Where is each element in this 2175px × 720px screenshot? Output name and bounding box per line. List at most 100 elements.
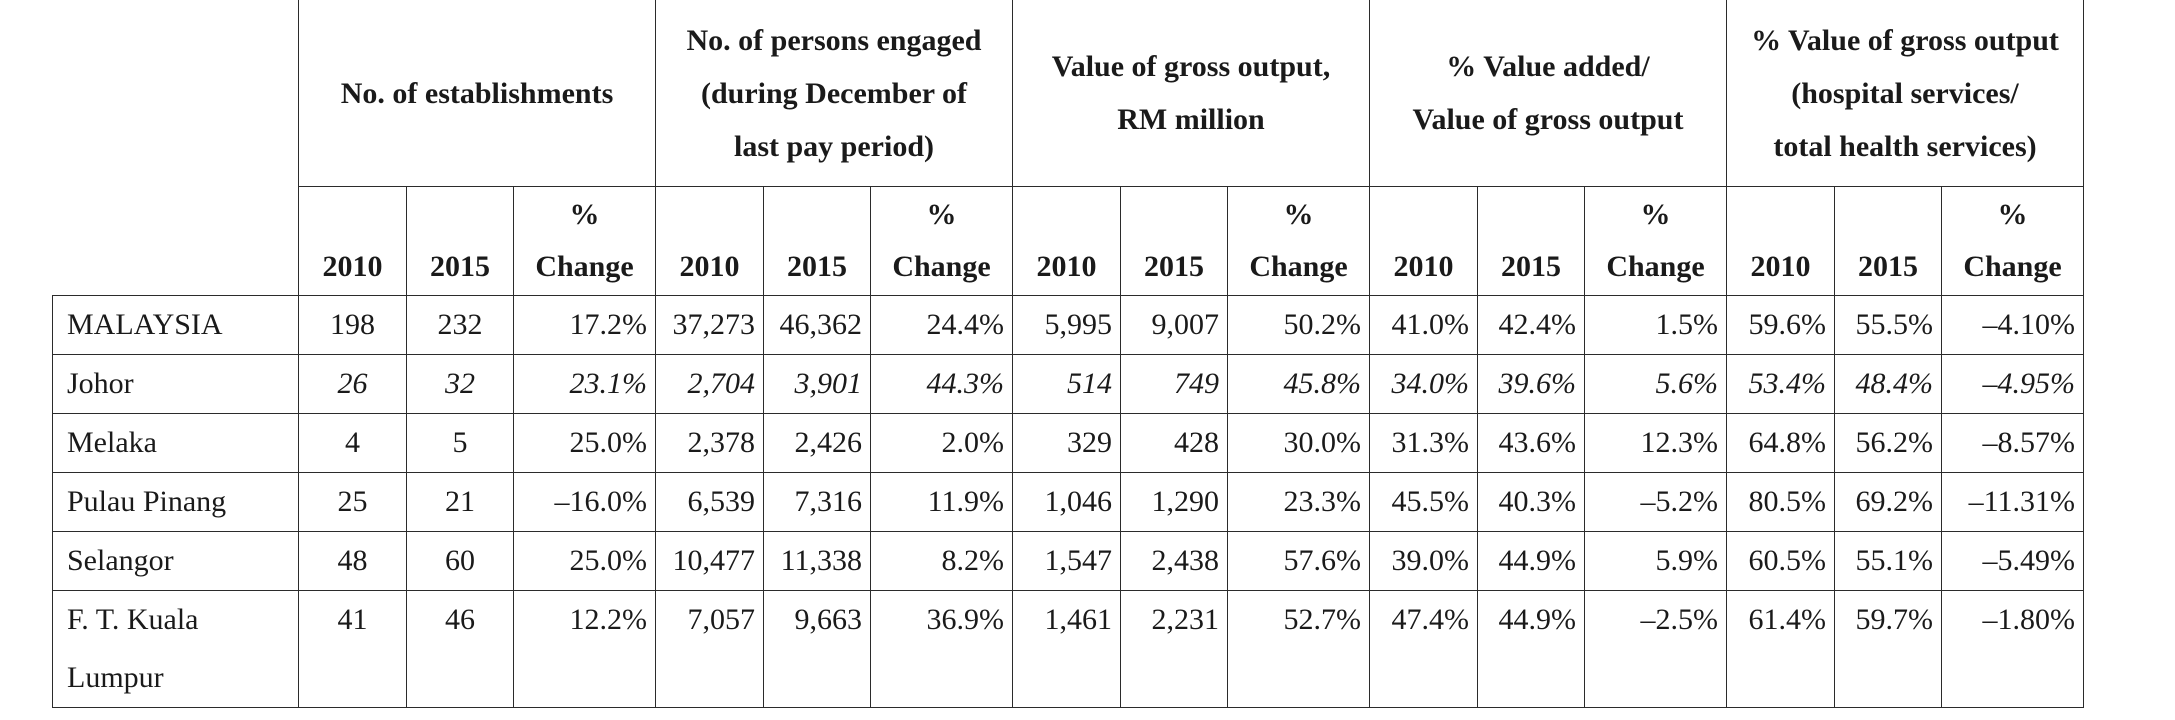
year-2015-header: 2015 [1120,186,1228,296]
percent-change-header: % Change [1941,186,2084,296]
data-cell: 17.2% [513,295,656,355]
data-cell: –5.2% [1584,472,1727,532]
year-2010-header: 2010 [298,186,407,296]
data-cell: 2,231 [1120,590,1228,708]
data-cell: 41.0% [1369,295,1478,355]
year-2010-header: 2010 [1726,186,1835,296]
data-cell: 1,547 [1012,531,1121,591]
corner-cell-lower [52,186,299,296]
data-cell: 41 [298,590,407,708]
data-cell: 1,290 [1120,472,1228,532]
table-row: MALAYSIA 198 232 17.2% 37,273 46,362 24.… [52,295,2084,355]
data-cell: 514 [1012,354,1121,414]
year-2015-header: 2015 [763,186,871,296]
year-2015-header: 2015 [1834,186,1942,296]
data-cell: 46,362 [763,295,871,355]
data-cell: 61.4% [1726,590,1835,708]
data-cell: 7,057 [655,590,764,708]
data-cell: 59.6% [1726,295,1835,355]
table-row: Selangor 48 60 25.0% 10,477 11,338 8.2% … [52,531,2084,591]
data-cell: 9,663 [763,590,871,708]
data-cell: 232 [406,295,514,355]
data-cell: 39.0% [1369,531,1478,591]
data-cell: 53.4% [1726,354,1835,414]
data-cell: 57.6% [1227,531,1370,591]
data-cell: 23.3% [1227,472,1370,532]
data-cell: 34.0% [1369,354,1478,414]
data-cell: 60 [406,531,514,591]
data-cell: 10,477 [655,531,764,591]
region-cell: Melaka [52,413,299,473]
data-cell: 59.7% [1834,590,1942,708]
data-cell: 1,046 [1012,472,1121,532]
region-cell: MALAYSIA [52,295,299,355]
year-2010-header: 2010 [1012,186,1121,296]
data-cell: 8.2% [870,531,1013,591]
table-body: MALAYSIA 198 232 17.2% 37,273 46,362 24.… [52,295,2084,708]
data-cell: 5.9% [1584,531,1727,591]
data-cell: 45.5% [1369,472,1478,532]
data-cell: 428 [1120,413,1228,473]
data-cell: 42.4% [1477,295,1585,355]
table-row: Melaka 4 5 25.0% 2,378 2,426 2.0% 329 42… [52,413,2084,473]
data-cell: 69.2% [1834,472,1942,532]
data-cell: 24.4% [870,295,1013,355]
data-cell: 44.9% [1477,531,1585,591]
data-cell: 46 [406,590,514,708]
data-cell: 47.4% [1369,590,1478,708]
data-cell: 198 [298,295,407,355]
region-cell: Pulau Pinang [52,472,299,532]
data-cell: 21 [406,472,514,532]
year-2015-header: 2015 [406,186,514,296]
data-cell: 5.6% [1584,354,1727,414]
data-cell: 48.4% [1834,354,1942,414]
percent-change-header: % Change [513,186,656,296]
data-cell: 30.0% [1227,413,1370,473]
table-row: F. T. Kuala Lumpur 41 46 12.2% 7,057 9,6… [52,590,2084,708]
region-cell: Selangor [52,531,299,591]
year-2015-header: 2015 [1477,186,1585,296]
data-cell: 329 [1012,413,1121,473]
header-value-added-ratio: % Value added/ Value of gross output [1369,0,1727,187]
data-cell: 11.9% [870,472,1013,532]
data-cell: 5 [406,413,514,473]
data-cell: 2,438 [1120,531,1228,591]
data-cell: 39.6% [1477,354,1585,414]
header-hospital-share: % Value of gross output (hospital servic… [1726,0,2084,187]
data-cell: 55.1% [1834,531,1942,591]
data-cell: 55.5% [1834,295,1942,355]
data-cell: 40.3% [1477,472,1585,532]
year-2010-header: 2010 [1369,186,1478,296]
table-row: Pulau Pinang 25 21 –16.0% 6,539 7,316 11… [52,472,2084,532]
percent-change-header: % Change [1584,186,1727,296]
data-cell: –2.5% [1584,590,1727,708]
data-cell: 2,704 [655,354,764,414]
group-header-row: No. of establishments No. of persons eng… [52,0,2084,187]
percent-change-header: % Change [870,186,1013,296]
data-cell: 23.1% [513,354,656,414]
data-cell: 48 [298,531,407,591]
data-cell: 12.2% [513,590,656,708]
data-cell: 64.8% [1726,413,1835,473]
percent-change-header: % Change [1227,186,1370,296]
data-cell: –5.49% [1941,531,2084,591]
data-cell: 7,316 [763,472,871,532]
data-cell: –16.0% [513,472,656,532]
data-cell: 44.9% [1477,590,1585,708]
corner-cell [52,0,299,187]
data-cell: 52.7% [1227,590,1370,708]
data-cell: 50.2% [1227,295,1370,355]
year-2010-header: 2010 [655,186,764,296]
header-establishments: No. of establishments [298,0,656,187]
data-cell: 2,378 [655,413,764,473]
data-cell: –8.57% [1941,413,2084,473]
region-cell: F. T. Kuala Lumpur [52,590,299,708]
data-cell: 25.0% [513,531,656,591]
data-cell: 1.5% [1584,295,1727,355]
data-cell: 1,461 [1012,590,1121,708]
region-cell: Johor [52,354,299,414]
data-cell: 56.2% [1834,413,1942,473]
data-cell: 43.6% [1477,413,1585,473]
data-cell: 11,338 [763,531,871,591]
